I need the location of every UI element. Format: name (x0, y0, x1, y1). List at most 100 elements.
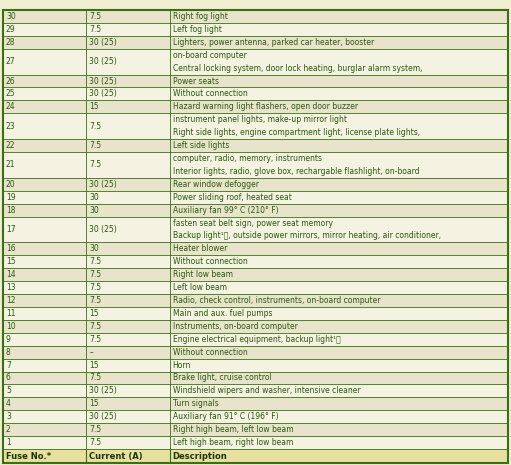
Text: Central locking system, door lock heating, burglar alarm system,: Central locking system, door lock heatin… (173, 64, 422, 73)
Bar (3, 449, 508, 463)
Text: Left high beam, right low beam: Left high beam, right low beam (173, 438, 293, 447)
Bar (3, 359, 508, 372)
Text: 15: 15 (89, 309, 99, 318)
Text: 17: 17 (6, 225, 16, 234)
Text: 19: 19 (6, 193, 16, 202)
Bar (3, 10, 508, 23)
Text: 21: 21 (6, 160, 15, 169)
Text: instrument panel lights, make-up mirror light: instrument panel lights, make-up mirror … (173, 115, 346, 124)
Text: Main and aux. fuel pumps: Main and aux. fuel pumps (173, 309, 272, 318)
Text: 6: 6 (6, 373, 11, 383)
Text: 7.5: 7.5 (89, 25, 102, 34)
Text: 22: 22 (6, 141, 15, 150)
Bar (3, 139, 508, 152)
Text: 30 (25): 30 (25) (89, 77, 117, 86)
Text: 13: 13 (6, 283, 16, 292)
Text: 9: 9 (6, 335, 11, 344)
Bar (3, 268, 508, 281)
Text: 15: 15 (6, 257, 16, 266)
Text: 7.5: 7.5 (89, 283, 102, 292)
Text: Without connection: Without connection (173, 348, 247, 357)
Text: 30 (25): 30 (25) (89, 89, 117, 99)
Text: 7.5: 7.5 (89, 373, 102, 383)
Text: 7: 7 (6, 360, 11, 370)
Text: Right low beam: Right low beam (173, 270, 233, 279)
Text: Auxiliary fan 91° C (196° F): Auxiliary fan 91° C (196° F) (173, 412, 278, 421)
Text: 30 (25): 30 (25) (89, 412, 117, 421)
Text: 7.5: 7.5 (89, 122, 102, 131)
Bar (3, 398, 508, 410)
Text: Auxiliary fan 99° C (210° F): Auxiliary fan 99° C (210° F) (173, 206, 278, 215)
Text: 8: 8 (6, 348, 11, 357)
Text: 7.5: 7.5 (89, 322, 102, 331)
Bar (3, 152, 508, 178)
Text: Horn: Horn (173, 360, 191, 370)
Text: 11: 11 (6, 309, 15, 318)
Bar (3, 372, 508, 385)
Text: 28: 28 (6, 38, 15, 47)
Bar (3, 23, 508, 36)
Text: 30 (25): 30 (25) (89, 225, 117, 234)
Text: 2: 2 (6, 425, 11, 434)
Text: Left side lights: Left side lights (173, 141, 229, 150)
Text: 30: 30 (89, 193, 99, 202)
Bar (3, 36, 508, 49)
Text: Turn signals: Turn signals (173, 399, 218, 408)
Text: Without connection: Without connection (173, 257, 247, 266)
Bar (3, 113, 508, 139)
Text: 7.5: 7.5 (89, 335, 102, 344)
Text: 30 (25): 30 (25) (89, 386, 117, 395)
Bar (3, 385, 508, 398)
Text: 25: 25 (6, 89, 16, 99)
Text: Instruments, on-board computer: Instruments, on-board computer (173, 322, 297, 331)
Text: Windshield wipers and washer, intensive cleaner: Windshield wipers and washer, intensive … (173, 386, 360, 395)
Text: 29: 29 (6, 25, 16, 34)
Bar (3, 320, 508, 333)
Text: Without connection: Without connection (173, 89, 247, 99)
Text: 3: 3 (6, 412, 11, 421)
Text: 16: 16 (6, 245, 16, 253)
Text: 5: 5 (6, 386, 11, 395)
Text: Backup light¹⧠, outside power mirrors, mirror heating, air conditioner,: Backup light¹⧠, outside power mirrors, m… (173, 232, 441, 240)
Text: 12: 12 (6, 296, 15, 305)
Bar (3, 345, 508, 359)
Text: 7.5: 7.5 (89, 425, 102, 434)
Text: Right fog light: Right fog light (173, 12, 227, 21)
Text: 30: 30 (89, 245, 99, 253)
Text: Rear window defogger: Rear window defogger (173, 180, 259, 189)
Text: Lighters, power antenna, parked car heater, booster: Lighters, power antenna, parked car heat… (173, 38, 374, 47)
Text: Description: Description (173, 452, 227, 460)
Bar (3, 423, 508, 436)
Text: 15: 15 (89, 102, 99, 111)
Text: 30 (25): 30 (25) (89, 38, 117, 47)
Text: Interior lights, radio, glove box, rechargable flashlight, on-board: Interior lights, radio, glove box, recha… (173, 167, 419, 176)
Text: 15: 15 (89, 399, 99, 408)
Text: computer, radio, memory, instruments: computer, radio, memory, instruments (173, 154, 321, 163)
Bar (3, 49, 508, 74)
Text: 20: 20 (6, 180, 16, 189)
Text: 30: 30 (89, 206, 99, 215)
Bar (3, 74, 508, 87)
Text: on-board computer: on-board computer (173, 51, 246, 60)
Bar (3, 333, 508, 345)
Bar (3, 281, 508, 294)
Bar (3, 87, 508, 100)
Text: 7.5: 7.5 (89, 12, 102, 21)
Text: 7.5: 7.5 (89, 141, 102, 150)
Text: Engine electrical equipment, backup light¹⧠: Engine electrical equipment, backup ligh… (173, 335, 340, 344)
Bar (3, 294, 508, 307)
Text: 1: 1 (6, 438, 11, 447)
Text: Fuse No.*: Fuse No.* (6, 452, 51, 460)
Bar (3, 410, 508, 423)
Bar (3, 100, 508, 113)
Text: 7.5: 7.5 (89, 438, 102, 447)
Bar (3, 204, 508, 217)
Text: Power seats: Power seats (173, 77, 219, 86)
Text: 27: 27 (6, 57, 16, 66)
Bar (3, 255, 508, 268)
Text: 7.5: 7.5 (89, 270, 102, 279)
Text: 23: 23 (6, 122, 16, 131)
Bar (3, 217, 508, 242)
Bar (3, 191, 508, 204)
Text: Hazard warning light flashers, open door buzzer: Hazard warning light flashers, open door… (173, 102, 358, 111)
